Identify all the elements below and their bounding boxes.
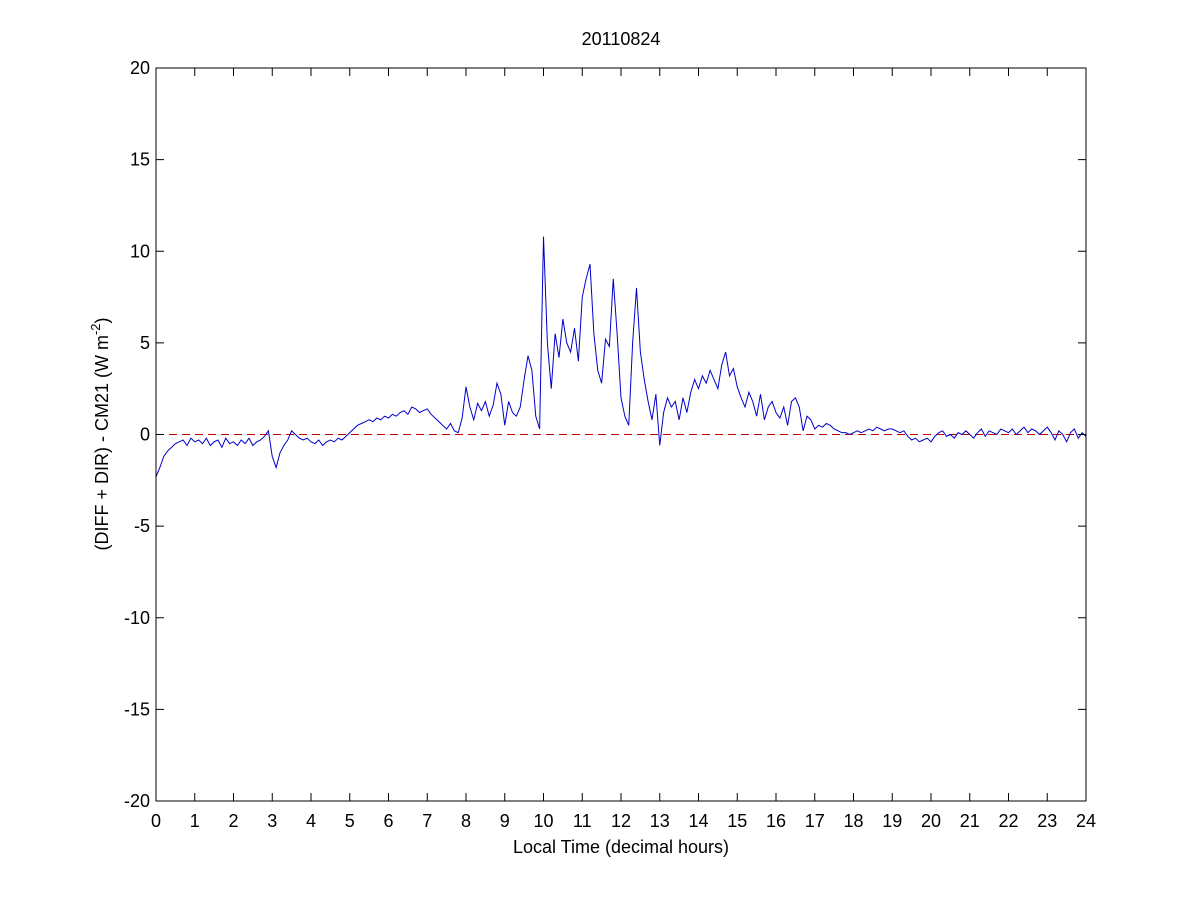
x-tick-label: 11 bbox=[573, 811, 592, 831]
x-tick-label: 3 bbox=[267, 811, 277, 831]
y-tick-label: 15 bbox=[130, 150, 150, 170]
y-axis-label: (DIFF + DIR) - CM21 (W m-2) bbox=[88, 317, 112, 550]
x-tick-label: 19 bbox=[882, 811, 902, 831]
y-axis-label-main: (DIFF + DIR) - CM21 (W m bbox=[92, 335, 112, 550]
x-axis-label: Local Time (decimal hours) bbox=[513, 837, 729, 857]
x-tick-label: 9 bbox=[500, 811, 510, 831]
data-line bbox=[155, 236, 1087, 477]
x-tick-label: 18 bbox=[843, 811, 863, 831]
y-axis-label-sup: -2 bbox=[88, 323, 103, 335]
x-tick-label: 10 bbox=[533, 811, 553, 831]
y-tick-label: 20 bbox=[130, 58, 150, 78]
chart-title: 20110824 bbox=[582, 29, 661, 49]
x-tick-label: 16 bbox=[766, 811, 786, 831]
x-tick-label: 8 bbox=[461, 811, 471, 831]
x-tick-label: 21 bbox=[960, 811, 980, 831]
x-tick-label: 15 bbox=[727, 811, 747, 831]
x-tick-label: 6 bbox=[383, 811, 393, 831]
x-tick-label: 23 bbox=[1037, 811, 1057, 831]
x-tick-label: 1 bbox=[190, 811, 200, 831]
x-tick-label: 7 bbox=[422, 811, 432, 831]
x-tick-label: 4 bbox=[306, 811, 316, 831]
x-tick-label: 20 bbox=[921, 811, 941, 831]
y-tick-label: -5 bbox=[134, 516, 150, 536]
y-tick-label: -10 bbox=[124, 608, 150, 628]
y-tick-label: 5 bbox=[140, 333, 150, 353]
x-tick-label: 17 bbox=[805, 811, 825, 831]
x-tick-label: 22 bbox=[998, 811, 1018, 831]
x-tick-label: 2 bbox=[228, 811, 238, 831]
x-tick-label: 24 bbox=[1076, 811, 1096, 831]
y-tick-label: -15 bbox=[124, 699, 150, 719]
y-tick-label: 10 bbox=[130, 241, 150, 261]
x-tick-label: 0 bbox=[151, 811, 161, 831]
y-tick-label: -20 bbox=[124, 791, 150, 811]
x-tick-label: 14 bbox=[688, 811, 708, 831]
x-tick-label: 5 bbox=[345, 811, 355, 831]
y-tick-label: 0 bbox=[140, 425, 150, 445]
x-tick-label: 12 bbox=[611, 811, 631, 831]
y-axis-label-end: ) bbox=[92, 317, 112, 323]
x-tick-label: 13 bbox=[650, 811, 670, 831]
